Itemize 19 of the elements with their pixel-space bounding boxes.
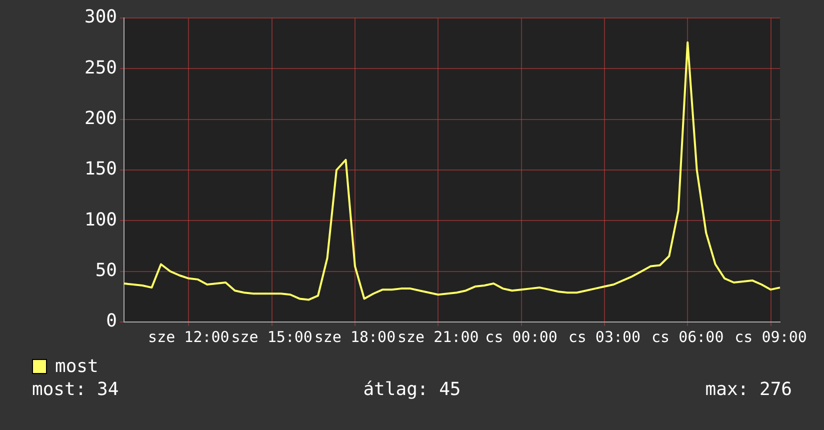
y-tick-label: 300 — [84, 6, 117, 28]
text: most: 34 — [32, 379, 120, 400]
x-tick-label: sze 21:00 — [398, 328, 479, 346]
x-tick-label: sze 18:00 — [314, 328, 396, 346]
y-tick-label: 150 — [84, 158, 117, 180]
x-tick-label: cs 03:00 — [568, 328, 641, 346]
x-tick-label: cs 06:00 — [651, 328, 724, 346]
x-tick-label: sze 15:00 — [231, 328, 312, 346]
legend-label: most — [55, 356, 98, 377]
text: átlag: 45 — [362, 379, 462, 400]
x-tick-label: sze 12:00 — [148, 328, 230, 346]
y-tick-label: 100 — [84, 209, 117, 230]
x-tick-label: cs 00:00 — [485, 328, 558, 346]
y-tick-label: 50 — [95, 260, 117, 282]
y-tick-label: 0 — [106, 310, 117, 332]
y-tick-label: 200 — [84, 108, 117, 130]
x-tick-label: cs 09:00 — [734, 328, 807, 346]
text: max: 276 — [704, 379, 792, 400]
y-tick-label: 250 — [84, 57, 117, 78]
